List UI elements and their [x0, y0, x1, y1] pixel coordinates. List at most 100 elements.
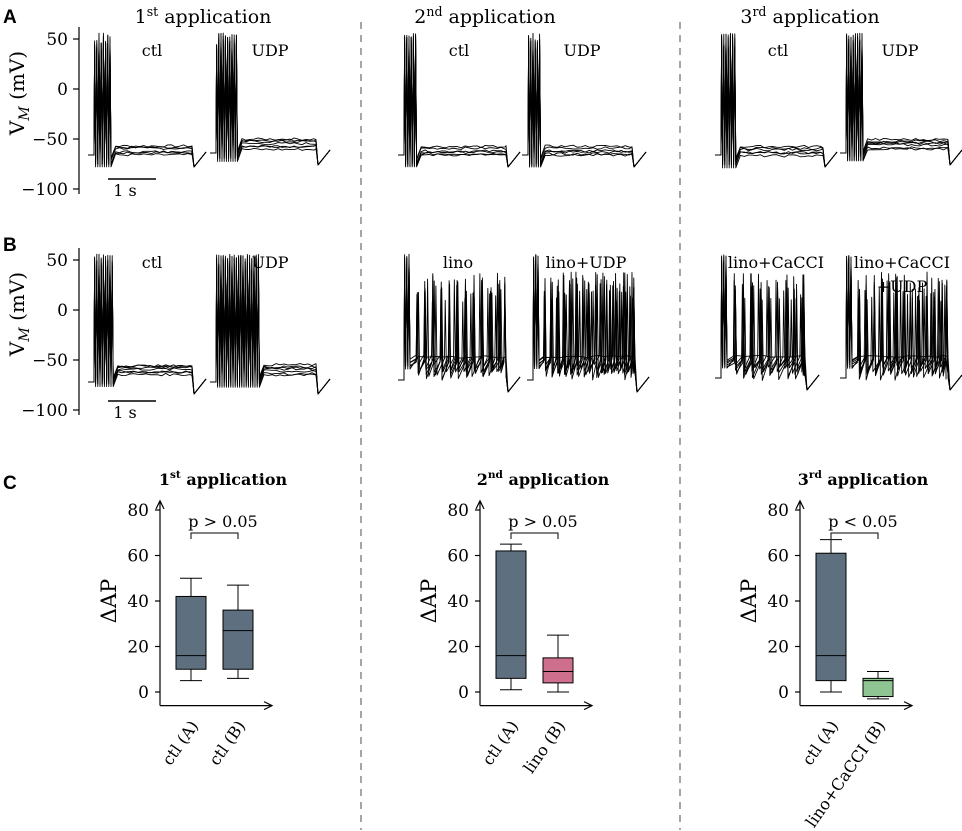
significance-label: p > 0.05 — [508, 512, 577, 531]
application-heading-1: 1st application — [135, 4, 272, 28]
membrane-traces — [88, 32, 962, 395]
condition-label-a: ctl — [768, 41, 789, 60]
category-label: ctl (B) — [205, 717, 249, 769]
panel-letter-c: C — [3, 473, 17, 494]
voltage-tick-label: −100 — [21, 180, 68, 200]
trace-a-3rd-ctl — [715, 33, 838, 169]
x-axis-arrow — [903, 701, 914, 711]
x-axis-arrow — [583, 701, 594, 711]
boxplot-panel-2: 2nd application 0 20 40 60 80 ΔAP ctl (A)lino (… — [417, 469, 610, 777]
trace-a-1st-udp — [210, 43, 331, 166]
trace-a-3rd-udp — [840, 33, 962, 166]
y-tick-label: 0 — [458, 683, 469, 703]
box-ctl-a- — [495, 550, 527, 679]
significance-bracket — [510, 532, 559, 539]
trace-axes: 50 0 −50 −100 VM (mV) 1 s 50 0 −50 −100 VM (mV) 1 s — [5, 27, 156, 422]
trace-b-3rd-lino-cacci-udp — [840, 256, 962, 391]
trace-b-2nd-lino — [398, 257, 521, 393]
y-tick-label: 60 — [767, 547, 789, 567]
trace-b-2nd-lino-udp — [527, 259, 650, 393]
y-tick-label: 60 — [127, 547, 149, 567]
y-axis-label: ΔAP — [417, 579, 441, 623]
y-tick-label: 80 — [447, 501, 469, 521]
application-heading-3: 3rd application — [740, 4, 879, 28]
voltage-axis-label: VM (mV) — [5, 51, 33, 136]
condition-label-a: UDP — [881, 41, 918, 60]
trace-a-2nd-ctl — [398, 33, 521, 168]
scale-bar-label: 1 s — [113, 403, 136, 422]
trace-a-1st-ctl — [88, 39, 207, 168]
trace-a-2nd-udp — [522, 38, 647, 168]
condition-label-b: ctl — [142, 253, 163, 272]
voltage-tick-label: −100 — [21, 401, 68, 421]
y-axis-arrow — [155, 499, 165, 510]
category-label: lino (B) — [520, 717, 570, 777]
condition-label-a: ctl — [142, 41, 163, 60]
panel-letter-b: B — [3, 235, 17, 256]
category-label: ctl (A) — [798, 717, 842, 769]
condition-label-a: ctl — [449, 41, 470, 60]
box-ctl-b- — [222, 609, 254, 670]
trace-b-3rd-lino-cacci — [715, 254, 820, 391]
significance-bracket — [830, 532, 879, 539]
condition-label-a: UDP — [251, 41, 288, 60]
y-tick-label: 20 — [447, 638, 469, 658]
application-headings: 1st application 2nd application 3rd applic… — [135, 4, 880, 28]
y-axis-label: ΔAP — [97, 579, 121, 623]
significance-label: p < 0.05 — [828, 512, 897, 531]
y-tick-label: 40 — [447, 592, 469, 612]
boxplot-panel-1: 1st application 0 20 40 60 80 ΔAP ctl (A) ctl (B… — [97, 469, 288, 769]
category-label: ctl (A) — [478, 717, 522, 769]
y-tick-label: 40 — [127, 592, 149, 612]
panel-letter-a: A — [3, 7, 17, 28]
boxplot-title: 3rd application — [798, 469, 929, 489]
y-axis-arrow — [795, 499, 805, 510]
y-tick-label: 40 — [767, 592, 789, 612]
y-tick-label: 20 — [127, 638, 149, 658]
trace-condition-labels: ctl UDP ctl UDP ctl UDP ctl UDP lino lino+UDP lino… — [142, 41, 950, 296]
box-ctl-a- — [175, 595, 207, 670]
voltage-tick-label: 50 — [46, 30, 68, 50]
condition-label-b: lino+CaCCI — [728, 253, 824, 272]
panel-letters: A B C — [3, 7, 17, 494]
voltage-axis-label: VM (mV) — [5, 272, 33, 357]
condition-label-b: lino+CaCCI — [854, 253, 950, 272]
trace-b-2nd-lino-udp — [527, 258, 650, 393]
box-ctl-a- — [815, 552, 847, 682]
voltage-tick-label: 50 — [46, 251, 68, 271]
box-lino-b- — [542, 657, 574, 684]
y-axis-arrow — [475, 499, 485, 510]
y-tick-label: 80 — [127, 501, 149, 521]
voltage-tick-label: −50 — [32, 351, 68, 371]
condition-label-b: lino+UDP — [546, 253, 627, 272]
scale-bar-label: 1 s — [113, 181, 136, 200]
trace-b-3rd-lino-cacci — [715, 255, 820, 391]
voltage-tick-label: 0 — [57, 80, 68, 100]
application-heading-2: 2nd application — [414, 4, 555, 28]
trace-b-2nd-lino-udp — [527, 255, 650, 393]
condition-label-b: lino — [443, 253, 473, 272]
trace-b-3rd-lino-cacci-udp — [840, 258, 962, 391]
condition-label-a: UDP — [563, 41, 600, 60]
trace-b-1st-ctl — [88, 254, 207, 395]
significance-bracket — [190, 532, 239, 539]
panel-dividers — [360, 22, 681, 830]
boxplot-title: 2nd application — [477, 469, 610, 489]
box-lino-cacci-b- — [862, 677, 894, 698]
voltage-tick-label: 0 — [57, 301, 68, 321]
y-tick-label: 0 — [138, 683, 149, 703]
voltage-tick-label: −50 — [32, 130, 68, 150]
condition-label-b: +UDP — [877, 277, 928, 296]
y-axis-label: ΔAP — [737, 579, 761, 623]
y-tick-label: 60 — [447, 547, 469, 567]
significance-label: p > 0.05 — [188, 512, 257, 531]
boxplot-title: 1st application — [159, 469, 288, 489]
y-tick-label: 20 — [767, 638, 789, 658]
category-label: ctl (A) — [158, 717, 202, 769]
trace-b-1st-udp — [210, 254, 331, 395]
condition-label-b: UDP — [251, 253, 288, 272]
y-tick-label: 80 — [767, 501, 789, 521]
